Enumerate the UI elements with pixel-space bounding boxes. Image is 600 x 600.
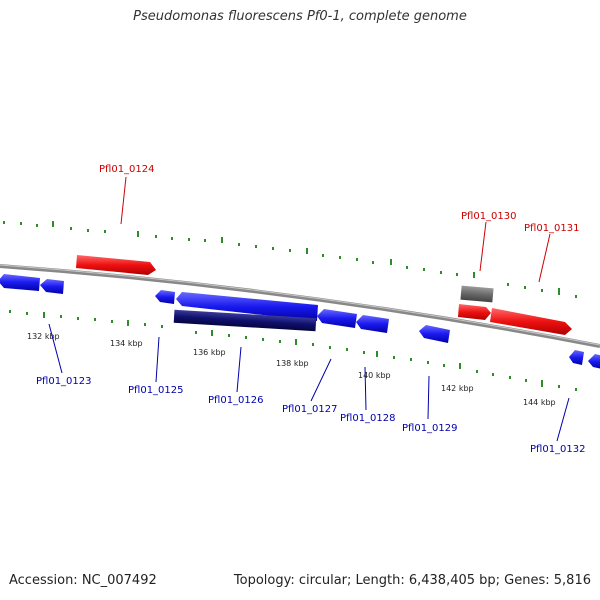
scale-label-134: 134 kbp: [110, 339, 143, 348]
gene-pfl01-0126[interactable]: [176, 292, 318, 321]
gene-pfl01-0129[interactable]: [419, 325, 450, 343]
gene-pfl01-0128[interactable]: [356, 315, 389, 333]
gene-pfl01-0130-left[interactable]: [458, 304, 491, 320]
genome-summary-text: Topology: circular; Length: 6,438,405 bp…: [233, 573, 591, 588]
leader-pfl01-0130: [479, 221, 487, 272]
label-pfl01-0127[interactable]: Pfl01_0127: [282, 404, 338, 415]
gene-pfl01-0126-block[interactable]: [173, 309, 317, 332]
scale-label-142: 142 kbp: [441, 384, 474, 393]
scale-label-140: 140 kbp: [358, 371, 391, 380]
label-pfl01-0132[interactable]: Pfl01_0132: [530, 444, 586, 455]
leader-pfl01-0128: [364, 366, 367, 411]
scale-label-138: 138 kbp: [276, 359, 309, 368]
gene-pfl01-0124[interactable]: [76, 255, 156, 275]
leader-pfl01-0132: [556, 397, 570, 442]
label-pfl01-0129[interactable]: Pfl01_0129: [402, 423, 458, 434]
scale-label-144: 144 kbp: [523, 398, 556, 407]
label-pfl01-0123[interactable]: Pfl01_0123: [36, 376, 92, 387]
leader-pfl01-0127: [310, 358, 332, 402]
gene-pfl01-0127[interactable]: [317, 309, 357, 328]
scale-label-136: 136 kbp: [193, 348, 226, 357]
gene-pfl01-0123-a[interactable]: [0, 274, 40, 291]
label-pfl01-0131[interactable]: Pfl01_0131: [524, 223, 580, 234]
leader-pfl01-0126: [236, 346, 242, 393]
label-pfl01-0124[interactable]: Pfl01_0124: [99, 164, 155, 175]
map-title: Pseudomonas fluorescens Pf0-1, complete …: [133, 9, 467, 24]
leader-pfl01-0129: [427, 375, 430, 420]
lower-tick-row: [9, 310, 577, 391]
leader-pfl01-0131: [538, 233, 551, 283]
genome-backbone: [0, 264, 600, 348]
gene-pfl01-0123[interactable]: [40, 279, 64, 294]
label-pfl01-0130[interactable]: Pfl01_0130: [461, 211, 517, 222]
label-pfl01-0128[interactable]: Pfl01_0128: [340, 413, 396, 424]
accession-text: Accession: NC_007492: [9, 573, 157, 588]
leader-pfl01-0125: [155, 336, 160, 383]
label-pfl01-0125[interactable]: Pfl01_0125: [128, 385, 184, 396]
leader-pfl01-0123: [48, 323, 63, 374]
gene-pfl01-0125[interactable]: [155, 290, 175, 304]
gene-pfl01-0130[interactable]: [460, 285, 494, 303]
gene-pfl01-0132-a[interactable]: [569, 350, 584, 365]
label-pfl01-0126[interactable]: Pfl01_0126: [208, 395, 264, 406]
upper-tick-row: [3, 221, 577, 298]
scale-label-132: 132 kbp: [27, 332, 60, 341]
leader-pfl01-0124: [120, 176, 127, 225]
gene-pfl01-0132[interactable]: [588, 354, 600, 369]
gene-pfl01-0131[interactable]: [490, 308, 572, 335]
